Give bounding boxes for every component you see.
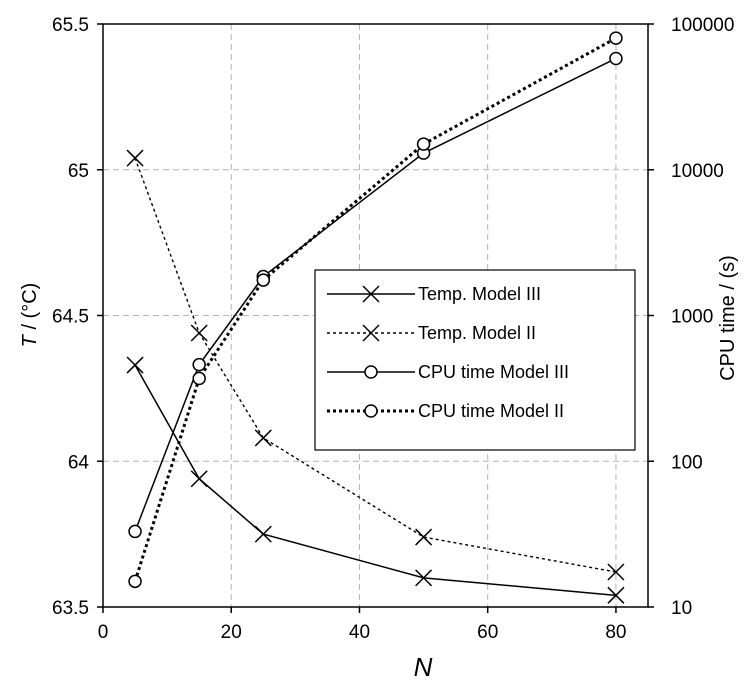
legend-entry: Temp. Model III [327, 284, 541, 304]
y-axis-title-unit: / (°C) [19, 283, 41, 335]
marker-stroke [415, 528, 433, 546]
data-point [607, 563, 625, 581]
data-point [126, 149, 144, 167]
legend: Temp. Model III Temp. Model II CPU time Mo… [314, 269, 636, 451]
legend-label: Temp. Model II [418, 323, 536, 343]
data-point [415, 528, 433, 546]
y-tick-label: 63.5 [52, 598, 89, 619]
x-tick-label: 40 [349, 622, 370, 643]
data-point [128, 574, 142, 589]
y-axis-title: T / (°C) [19, 283, 41, 348]
marker-stroke [415, 569, 433, 587]
data-point [609, 31, 623, 45]
x-tick-label: 0 [98, 622, 109, 643]
legend-entry: CPU time Model III [327, 362, 569, 382]
legend-marker [364, 404, 378, 418]
marker-stroke [190, 324, 208, 342]
data-point [416, 137, 431, 151]
marker-stroke [607, 586, 625, 604]
data-point [609, 51, 623, 66]
legend-marker [364, 365, 378, 379]
y2-tick-label: 10000 [671, 161, 724, 182]
marker-stroke [362, 324, 380, 342]
marker-stroke [607, 563, 625, 581]
marker-stroke [126, 356, 144, 374]
data-point [192, 357, 206, 372]
series-2 [126, 149, 625, 581]
x-tick-label: 60 [477, 622, 498, 643]
data-point [126, 356, 144, 374]
marker-stroke [190, 470, 208, 488]
legend-label: CPU time Model III [418, 362, 569, 382]
marker-stroke [254, 525, 272, 543]
y-tick-label: 65.5 [52, 15, 89, 36]
y-axis-title-symbol: T [19, 333, 41, 347]
y2-tick-label: 100 [671, 452, 703, 473]
legend-label: Temp. Model III [418, 284, 541, 304]
legend-entry: Temp. Model II [327, 323, 536, 343]
data-point [190, 324, 208, 342]
axis-ticks: 0 20 40 60 80 63.5 64 64.5 65 65.5 10 100 1000 10000 1… [52, 15, 734, 643]
y-tick-label: 64.5 [52, 307, 89, 328]
series-group [126, 31, 625, 604]
legend-marker [362, 324, 380, 342]
data-point [415, 569, 433, 587]
data-point [192, 371, 206, 386]
y2-tick-label: 100000 [671, 15, 734, 36]
series-1 [126, 356, 625, 604]
x-tick-label: 20 [221, 622, 242, 643]
legend-label: CPU time Model II [418, 401, 564, 421]
legend-entry: CPU time Model II [327, 401, 564, 421]
x-axis-title: N [414, 652, 433, 681]
legend-marker [362, 285, 380, 303]
y2-axis-title: CPU time / (s) [717, 255, 739, 381]
marker-stroke [362, 285, 380, 303]
y-tick-label: 65 [68, 161, 89, 182]
data-point [256, 273, 271, 287]
data-point [254, 429, 272, 447]
legend-box [314, 269, 636, 451]
y2-tick-label: 10 [671, 598, 692, 619]
x-tick-label: 80 [605, 622, 626, 643]
marker-stroke [126, 149, 144, 167]
y2-tick-label: 1000 [671, 307, 713, 328]
data-point [190, 470, 208, 488]
data-point [128, 524, 142, 539]
series-4 [128, 31, 623, 589]
y-tick-label: 64 [68, 452, 90, 473]
marker-stroke [254, 429, 272, 447]
data-point [607, 586, 625, 604]
data-point [254, 525, 272, 543]
